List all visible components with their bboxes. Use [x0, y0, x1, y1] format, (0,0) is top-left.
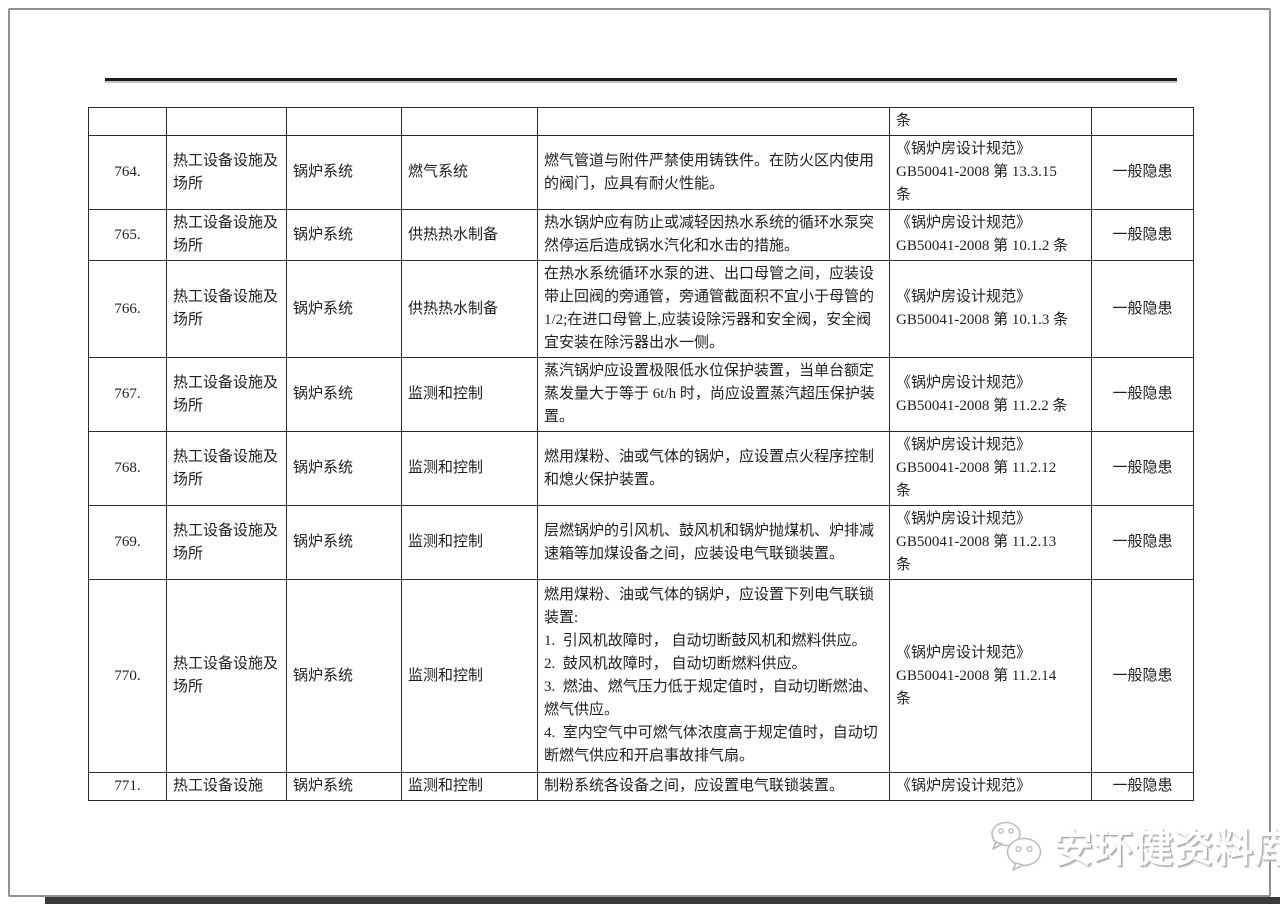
cell-system: 锅炉系统 [286, 135, 402, 210]
cell-reference: 《锅炉房设计规范》 GB50041-2008 第 13.3.15 条 [889, 135, 1092, 210]
cell-description: 燃用煤粉、油或气体的锅炉，应设置下列电气联锁装置: 1. 引风机故障时， 自动切… [537, 579, 890, 773]
cell-subsystem: 燃气系统 [401, 135, 538, 210]
cell-category: 热工设备设施及场所 [166, 505, 287, 580]
cell-seq: 765. [88, 209, 167, 261]
cell-category [166, 107, 287, 136]
cell-description: 在热水系统循环水泵的进、出口母管之间，应装设带止回阀的旁通管，旁通管截面积不宜小… [537, 260, 890, 358]
hazard-table: 条 764. 热工设备设施及场所 锅炉系统 燃气系统 燃气管道与附件严禁使用铸铁… [88, 107, 1194, 801]
cell-level: 一般隐患 [1091, 135, 1194, 210]
cell-subsystem: 监测和控制 [401, 579, 538, 773]
cell-description: 燃用煤粉、油或气体的锅炉，应设置点火程序控制和熄火保护装置。 [537, 431, 890, 506]
cell-subsystem: 监测和控制 [401, 357, 538, 432]
cell-seq: 771. [88, 772, 167, 801]
cell-description: 燃气管道与附件严禁使用铸铁件。在防火区内使用的阀门，应具有耐火性能。 [537, 135, 890, 210]
cell-reference: 条 [889, 107, 1092, 136]
cell-category: 热工设备设施及场所 [166, 135, 287, 210]
cell-description [537, 107, 890, 136]
cell-subsystem: 供热热水制备 [401, 260, 538, 358]
cell-level: 一般隐患 [1091, 357, 1194, 432]
table-row: 767. 热工设备设施及场所 锅炉系统 监测和控制 蒸汽锅炉应设置极限低水位保护… [88, 357, 1194, 432]
cell-system: 锅炉系统 [286, 260, 402, 358]
table-row: 770. 热工设备设施及场所 锅炉系统 监测和控制 燃用煤粉、油或气体的锅炉，应… [88, 579, 1194, 773]
cell-subsystem: 供热热水制备 [401, 209, 538, 261]
table-row: 764. 热工设备设施及场所 锅炉系统 燃气系统 燃气管道与附件严禁使用铸铁件。… [88, 135, 1194, 210]
cell-level: 一般隐患 [1091, 772, 1194, 801]
cell-level: 一般隐患 [1091, 260, 1194, 358]
cell-reference: 《锅炉房设计规范》 GB50041-2008 第 11.2.13 条 [889, 505, 1092, 580]
cell-system [286, 107, 402, 136]
watermark-text: 安环健资料库 [1054, 828, 1280, 871]
wechat-icon [991, 821, 1042, 871]
cell-category: 热工设备设施及场所 [166, 431, 287, 506]
cell-description: 层燃锅炉的引风机、鼓风机和锅炉抛煤机、炉排减速箱等加煤设备之间，应装设电气联锁装… [537, 505, 890, 580]
table-row: 769. 热工设备设施及场所 锅炉系统 监测和控制 层燃锅炉的引风机、鼓风机和锅… [88, 505, 1194, 580]
bottom-bar [45, 897, 1280, 904]
table-row: 条 [88, 107, 1194, 136]
cell-reference: 《锅炉房设计规范》 GB50041-2008 第 11.2.14 条 [889, 579, 1092, 773]
cell-seq: 767. [88, 357, 167, 432]
cell-system: 锅炉系统 [286, 431, 402, 506]
cell-category: 热工设备设施及场所 [166, 209, 287, 261]
cell-reference: 《锅炉房设计规范》 GB50041-2008 第 11.2.2 条 [889, 357, 1092, 432]
cell-level: 一般隐患 [1091, 579, 1194, 773]
cell-level: 一般隐患 [1091, 505, 1194, 580]
cell-seq: 770. [88, 579, 167, 773]
cell-category: 热工设备设施及场所 [166, 357, 287, 432]
table-row: 771. 热工设备设施 锅炉系统 监测和控制 制粉系统各设备之间，应设置电气联锁… [88, 772, 1194, 801]
table-row: 766. 热工设备设施及场所 锅炉系统 供热热水制备 在热水系统循环水泵的进、出… [88, 260, 1194, 358]
cell-subsystem: 监测和控制 [401, 431, 538, 506]
cell-subsystem [401, 107, 538, 136]
cell-level [1091, 107, 1194, 136]
cell-level: 一般隐患 [1091, 431, 1194, 506]
header-divider [105, 78, 1177, 81]
cell-system: 锅炉系统 [286, 579, 402, 773]
cell-reference: 《锅炉房设计规范》 [889, 772, 1092, 801]
cell-category: 热工设备设施及场所 [166, 579, 287, 773]
cell-seq: 764. [88, 135, 167, 210]
table-row: 768. 热工设备设施及场所 锅炉系统 监测和控制 燃用煤粉、油或气体的锅炉，应… [88, 431, 1194, 506]
cell-reference: 《锅炉房设计规范》 GB50041-2008 第 10.1.2 条 [889, 209, 1092, 261]
cell-subsystem: 监测和控制 [401, 505, 538, 580]
table-row: 765. 热工设备设施及场所 锅炉系统 供热热水制备 热水锅炉应有防止或减轻因热… [88, 209, 1194, 261]
cell-seq: 769. [88, 505, 167, 580]
cell-system: 锅炉系统 [286, 209, 402, 261]
cell-category: 热工设备设施 [166, 772, 287, 801]
page-border [8, 8, 1271, 897]
cell-seq [88, 107, 167, 136]
cell-system: 锅炉系统 [286, 772, 402, 801]
cell-description: 制粉系统各设备之间，应设置电气联锁装置。 [537, 772, 890, 801]
cell-category: 热工设备设施及场所 [166, 260, 287, 358]
cell-description: 热水锅炉应有防止或减轻因热水系统的循环水泵突然停运后造成锅水汽化和水击的措施。 [537, 209, 890, 261]
cell-seq: 766. [88, 260, 167, 358]
cell-system: 锅炉系统 [286, 505, 402, 580]
cell-level: 一般隐患 [1091, 209, 1194, 261]
cell-seq: 768. [88, 431, 167, 506]
watermark: 安环健资料库 [986, 818, 1280, 874]
cell-system: 锅炉系统 [286, 357, 402, 432]
cell-reference: 《锅炉房设计规范》 GB50041-2008 第 11.2.12 条 [889, 431, 1092, 506]
cell-subsystem: 监测和控制 [401, 772, 538, 801]
cell-reference: 《锅炉房设计规范》 GB50041-2008 第 10.1.3 条 [889, 260, 1092, 358]
cell-description: 蒸汽锅炉应设置极限低水位保护装置，当单台额定蒸发量大于等于 6t/h 时，尚应设… [537, 357, 890, 432]
